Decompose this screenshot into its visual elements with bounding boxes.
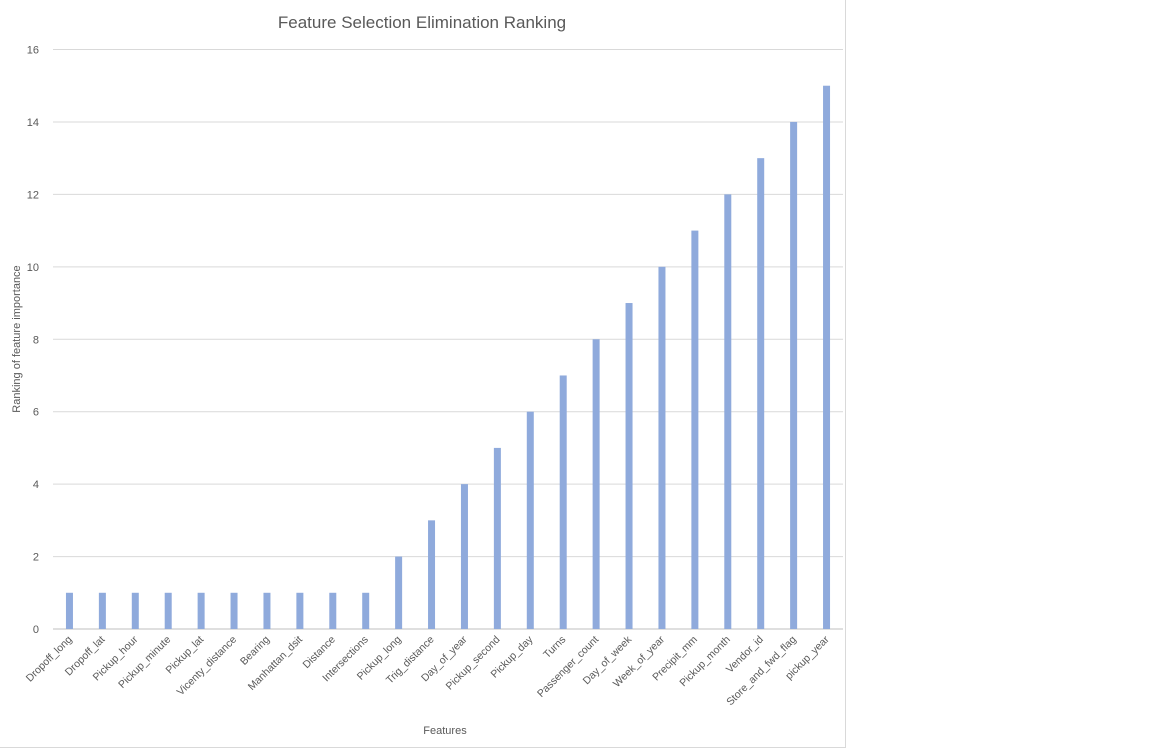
- bar: [197, 592, 205, 629]
- bar: [230, 592, 238, 629]
- y-tick-label: 8: [33, 334, 39, 346]
- bar-chart: Feature Selection Elimination Ranking 0 2…: [11, 13, 843, 737]
- chart-title: Feature Selection Elimination Ranking: [278, 13, 566, 32]
- bar: [263, 592, 271, 629]
- gridlines: [53, 49, 843, 630]
- bar: [428, 520, 436, 629]
- y-tick-label: 14: [27, 117, 39, 129]
- bar: [724, 194, 732, 629]
- y-tick-label: 6: [33, 407, 39, 419]
- x-tick-label: Dropoff_long: [24, 634, 75, 685]
- bar: [559, 375, 567, 629]
- bar: [460, 484, 468, 629]
- bar: [131, 592, 139, 629]
- bar: [526, 411, 534, 629]
- x-tick-label: Vicenty_distance: [175, 634, 240, 699]
- bar: [592, 339, 600, 629]
- bar: [362, 592, 370, 629]
- y-tick-label: 4: [33, 479, 39, 491]
- bar: [395, 556, 403, 629]
- bar: [98, 592, 106, 629]
- bar: [790, 121, 798, 629]
- x-axis-ticks: Dropoff_longDropoff_latPickup_hourPickup…: [24, 633, 832, 708]
- bars: [65, 85, 831, 629]
- y-tick-label: 0: [33, 624, 39, 636]
- bar: [823, 85, 831, 629]
- y-tick-label: 10: [27, 262, 39, 274]
- bar: [493, 447, 501, 629]
- y-axis-ticks: 0 2 4 6 8 10 12 14 16: [27, 45, 39, 637]
- x-axis-title: Features: [423, 725, 467, 737]
- bar: [691, 230, 699, 629]
- bar: [296, 592, 304, 629]
- bar: [65, 592, 73, 629]
- bar: [625, 303, 633, 629]
- y-tick-label: 2: [33, 552, 39, 564]
- bar: [329, 592, 337, 629]
- y-tick-label: 16: [27, 45, 39, 57]
- bar: [164, 592, 172, 629]
- y-tick-label: 12: [27, 189, 39, 201]
- chart-area: Feature Selection Elimination Ranking 0 2…: [0, 0, 846, 748]
- bar: [757, 158, 765, 629]
- x-tick-label: Turns: [541, 634, 568, 661]
- bar: [658, 266, 666, 629]
- y-axis-title: Ranking of feature importance: [11, 265, 23, 412]
